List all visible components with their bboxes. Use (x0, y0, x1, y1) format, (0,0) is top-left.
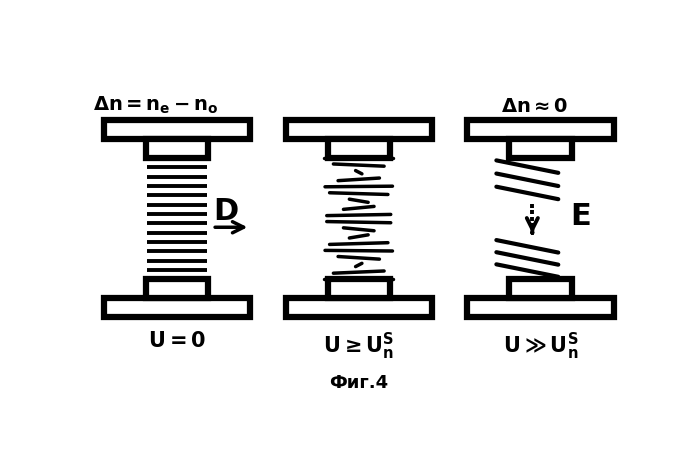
Text: $\mathbf{U\geq U_n^S}$: $\mathbf{U\geq U_n^S}$ (323, 331, 394, 362)
Text: $\mathbf{\Delta n\approx 0}$: $\mathbf{\Delta n\approx 0}$ (501, 97, 569, 117)
Bar (286, 298, 432, 317)
Bar (146, 139, 208, 158)
Text: $\mathbf{\Delta n=n_e-n_o}$: $\mathbf{\Delta n=n_e-n_o}$ (93, 95, 218, 117)
Text: $\mathbf{D}$: $\mathbf{D}$ (213, 197, 239, 226)
Bar (328, 139, 390, 158)
Text: $\mathbf{E}$: $\mathbf{E}$ (570, 202, 591, 231)
Text: Фиг.4: Фиг.4 (329, 374, 389, 392)
Bar (328, 279, 390, 298)
Bar (104, 298, 251, 317)
Bar (468, 120, 614, 139)
Text: $\mathbf{U=0}$: $\mathbf{U=0}$ (148, 331, 206, 351)
Bar (510, 139, 572, 158)
Bar (468, 298, 614, 317)
Text: $\mathbf{U\gg U_n^S}$: $\mathbf{U\gg U_n^S}$ (503, 331, 578, 362)
Bar (146, 279, 208, 298)
Bar (510, 279, 572, 298)
Bar (286, 120, 432, 139)
Bar (104, 120, 251, 139)
